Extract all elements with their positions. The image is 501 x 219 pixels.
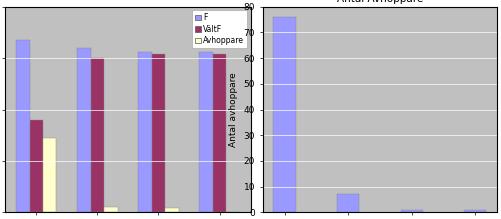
Bar: [273, 17, 295, 212]
Y-axis label: Antal avhoppare: Antal avhoppare: [228, 72, 237, 147]
Bar: [400, 210, 422, 212]
Bar: [16, 39, 30, 212]
Bar: [138, 52, 151, 212]
Bar: [463, 210, 485, 212]
Bar: [43, 138, 57, 212]
Legend: F, VältF, Avhoppare: F, VältF, Avhoppare: [191, 10, 246, 48]
Bar: [104, 207, 117, 212]
Title: Antal Avhoppare: Antal Avhoppare: [336, 0, 422, 4]
Bar: [212, 54, 226, 212]
Bar: [30, 120, 43, 212]
Bar: [77, 48, 91, 212]
Bar: [199, 52, 212, 212]
Bar: [165, 208, 178, 212]
Bar: [151, 54, 165, 212]
Bar: [336, 194, 359, 212]
Bar: [91, 58, 104, 212]
